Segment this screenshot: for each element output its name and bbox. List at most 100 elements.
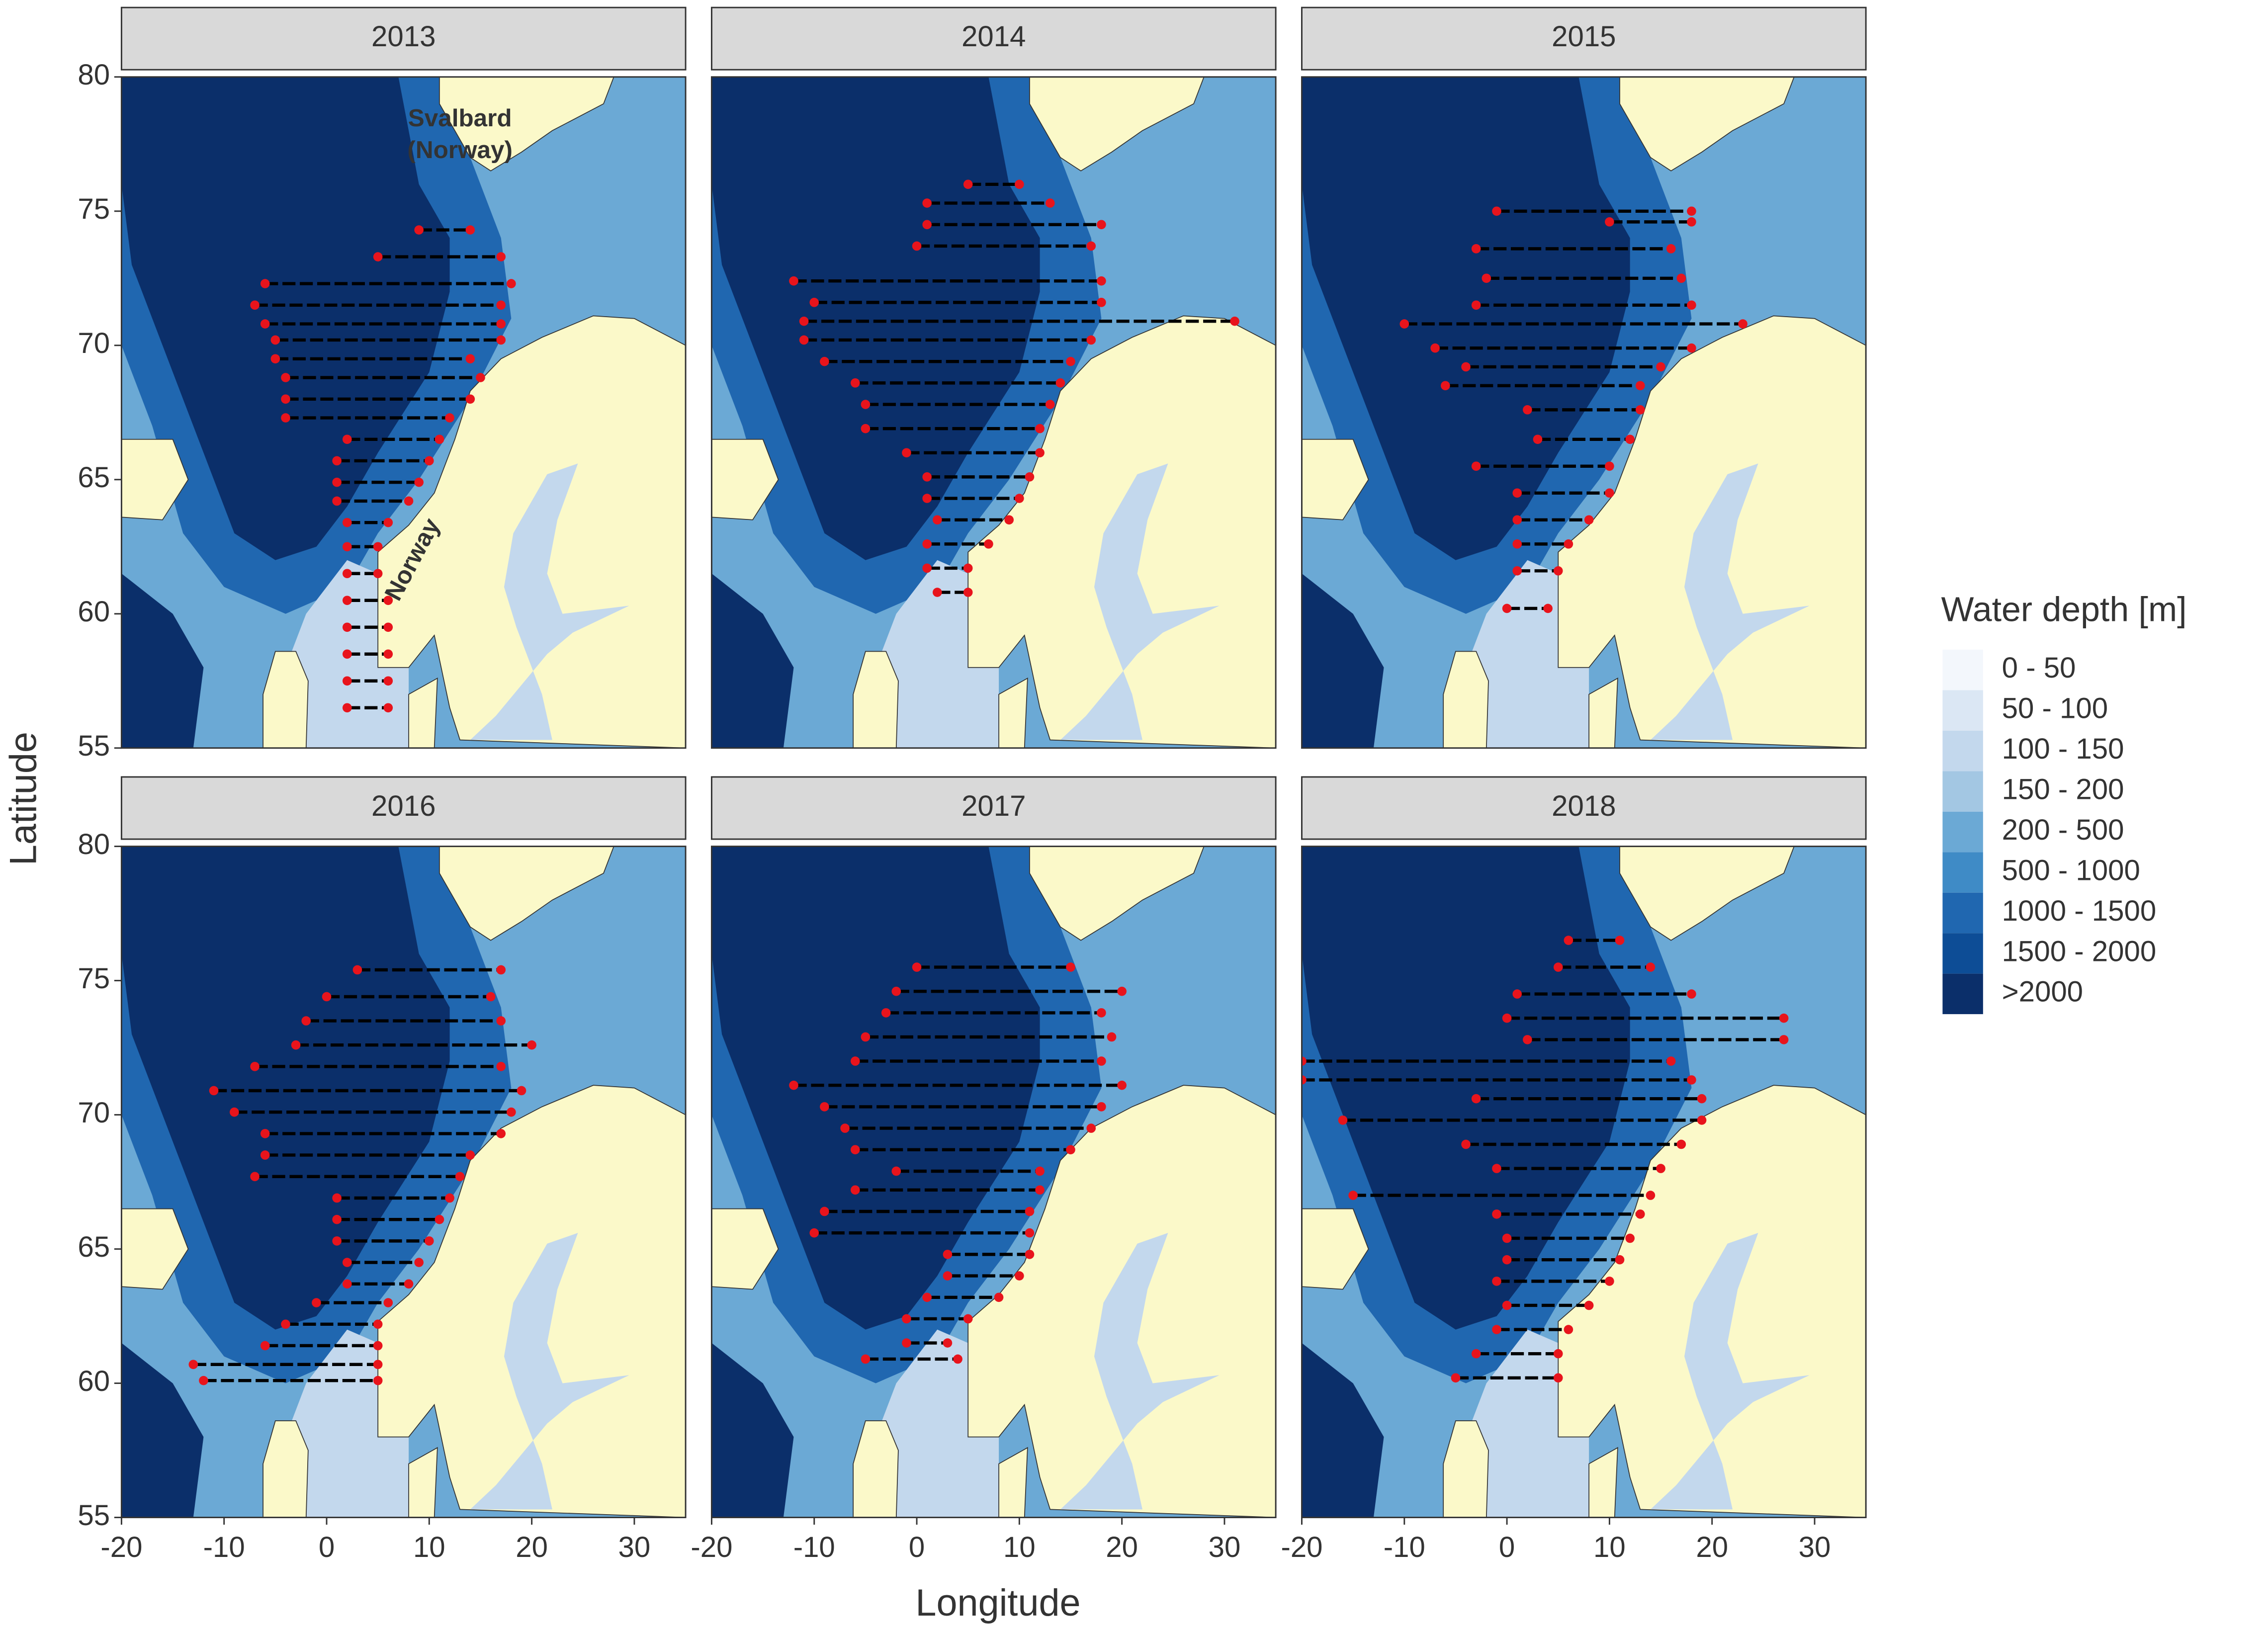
survey-station (230, 1107, 239, 1117)
survey-station (496, 1129, 506, 1138)
map-area (853, 651, 899, 748)
survey-station (1523, 405, 1532, 415)
survey-station (260, 1129, 270, 1138)
map-area (1588, 1447, 1618, 1518)
survey-station (1302, 1075, 1307, 1085)
survey-station (1564, 936, 1573, 945)
survey-station (861, 424, 871, 433)
x-tick-label: -10 (1384, 1531, 1425, 1563)
survey-station (1045, 400, 1055, 409)
survey-station (496, 300, 506, 310)
map-area (711, 1208, 779, 1290)
survey-station (496, 1062, 506, 1071)
map-area (1029, 846, 1205, 941)
survey-station (1687, 206, 1696, 216)
map-area (711, 438, 779, 520)
survey-station (496, 319, 506, 329)
survey-station (332, 477, 342, 487)
survey-station (1502, 1300, 1512, 1310)
survey-station (1564, 1325, 1573, 1334)
survey-station (1471, 1094, 1481, 1104)
survey-station (1584, 1300, 1594, 1310)
survey-station (1117, 1080, 1127, 1090)
survey-station (1004, 515, 1014, 525)
legend-key (1942, 973, 1983, 1015)
survey-station (281, 413, 290, 423)
map-area (262, 651, 309, 748)
survey-station (270, 354, 280, 364)
survey-station (1584, 515, 1594, 525)
x-tick-label: -20 (1281, 1531, 1322, 1563)
survey-station (799, 316, 809, 326)
survey-station (1338, 1116, 1348, 1125)
survey-station (373, 569, 383, 579)
x-axis-label: Longitude (915, 1582, 1080, 1624)
survey-station (1676, 273, 1686, 283)
survey-station (1097, 298, 1106, 307)
map-panel (121, 846, 686, 1518)
survey-station (1687, 300, 1696, 310)
legend-label: 50 - 100 (2002, 692, 2108, 724)
survey-station (342, 542, 352, 552)
y-tick-label: 70 (78, 1097, 110, 1129)
survey-station (1676, 1139, 1686, 1149)
survey-station (984, 539, 993, 549)
facet-strip (1301, 6, 1867, 71)
y-tick-label: 55 (78, 1499, 110, 1532)
survey-station (383, 703, 393, 713)
survey-station (1646, 962, 1656, 972)
map-area (121, 846, 450, 1330)
survey-station (1097, 1008, 1106, 1018)
survey-station (1697, 1116, 1707, 1125)
survey-station (1348, 1191, 1358, 1200)
facet-strip (120, 776, 687, 840)
survey-station (465, 394, 475, 404)
panel-border (710, 846, 1277, 1519)
survey-station (922, 494, 932, 503)
survey-station (1045, 198, 1055, 208)
survey-station (1666, 1056, 1676, 1066)
survey-station (1035, 424, 1045, 433)
survey-station (1502, 1255, 1512, 1265)
y-axis-label: Latitude (2, 732, 44, 865)
survey-station (507, 1107, 516, 1117)
survey-station (424, 456, 434, 466)
survey-station (963, 563, 973, 573)
survey-station (1625, 1233, 1635, 1243)
map-area (853, 1420, 899, 1518)
panel-border (710, 76, 1277, 749)
legend-key (1942, 771, 1983, 812)
survey-station (861, 400, 871, 409)
survey-station (1502, 603, 1512, 613)
survey-station (486, 992, 496, 1002)
survey-station (281, 1319, 290, 1329)
map-area (1302, 1343, 1384, 1518)
x-tick-label: 20 (1106, 1531, 1138, 1563)
survey-station (1451, 1373, 1461, 1383)
survey-station (850, 1185, 860, 1195)
survey-station (1035, 1166, 1045, 1176)
survey-station (1471, 1349, 1481, 1359)
survey-station (1025, 1228, 1035, 1238)
survey-station (789, 1080, 798, 1090)
survey-station (383, 1298, 393, 1307)
map-area (1443, 1420, 1489, 1518)
survey-station (209, 1086, 219, 1096)
legend-key (1942, 811, 1983, 853)
survey-station (1635, 405, 1645, 415)
survey-station (1512, 539, 1522, 549)
map-area (711, 77, 1040, 560)
survey-station (1635, 1209, 1645, 1219)
survey-station (1230, 316, 1239, 326)
survey-station (1015, 494, 1024, 503)
survey-station (820, 1102, 829, 1112)
survey-station (850, 1056, 860, 1066)
facet-title: 2015 (1552, 20, 1616, 53)
survey-station (840, 1123, 850, 1133)
survey-station (789, 276, 798, 286)
survey-station (1666, 244, 1676, 254)
survey-station (953, 1354, 962, 1364)
survey-station (342, 517, 352, 527)
map-area (121, 573, 204, 748)
survey-station (383, 649, 393, 659)
